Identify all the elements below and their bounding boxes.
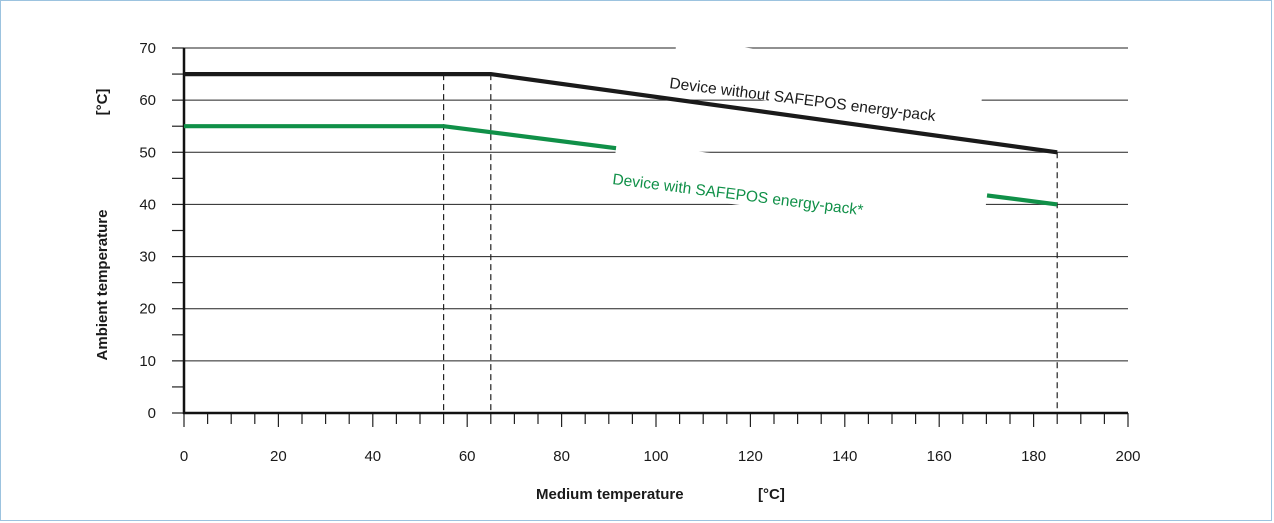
x-tick-label-180: 180 [1021,448,1046,465]
x-axis-title: Medium temperature [536,486,684,503]
label-with-background [610,141,989,236]
x-tick-label-140: 140 [832,448,857,465]
y-tick-label-10: 10 [139,353,156,370]
x-tick-label-20: 20 [270,448,287,465]
x-tick-label-0: 0 [180,448,188,465]
x-tick-label-200: 200 [1115,448,1140,465]
x-tick-label-40: 40 [364,448,381,465]
dashed-guides [443,74,1058,413]
label-without-background [670,39,985,128]
x-axis-unit: [°C] [758,486,785,503]
y-tick-label-60: 60 [139,92,156,109]
x-tick-label-80: 80 [553,448,570,465]
label-with-energy-pack: Device with SAFEPOS energy-pack* [610,141,989,236]
x-tick-label-120: 120 [738,448,763,465]
label-without-energy-pack: Device without SAFEPOS energy-pack [669,39,985,128]
tick-labels: 0 20 40 60 80 100 120 140 160 180 200 0 10 20 30 40 50 60… [139,40,1140,465]
y-axis-title: Ambient temperature [94,210,111,361]
axis-ticks [172,47,1129,427]
axes [182,48,1128,415]
y-tick-label-40: 40 [139,196,156,213]
x-tick-label-60: 60 [459,448,476,465]
y-tick-label-0: 0 [148,405,156,422]
y-tick-label-30: 30 [139,249,156,266]
series-line-0 [184,72,1058,155]
y-tick-label-70: 70 [139,40,156,57]
y-tick-label-20: 20 [139,301,156,318]
x-tick-label-100: 100 [643,448,668,465]
y-tick-label-50: 50 [139,144,156,161]
y-axis-unit: [°C] [94,89,111,116]
x-tick-label-160: 160 [927,448,952,465]
